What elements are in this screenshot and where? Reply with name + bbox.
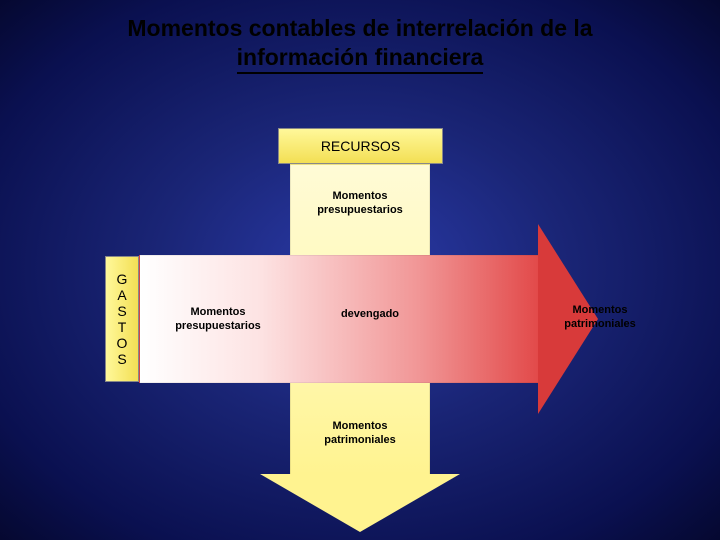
label-horizontal-right: Momentos patrimoniales: [550, 304, 650, 332]
gastos-letter: O: [117, 335, 128, 351]
label-center: devengado: [330, 308, 410, 322]
recursos-label: RECURSOS: [321, 138, 400, 154]
label-horizontal-right-2: patrimoniales: [564, 318, 636, 330]
gastos-letter: S: [117, 351, 126, 367]
diagram: RECURSOS G A S T O S Momentos presupuest…: [0, 0, 720, 540]
label-vertical-top: Momentos presupuestarios: [300, 190, 420, 218]
gastos-letter: A: [117, 287, 126, 303]
gastos-letter: S: [117, 303, 126, 319]
label-horizontal-right-1: Momentos: [573, 304, 628, 316]
down-arrow-head: [260, 474, 460, 532]
recursos-box: RECURSOS: [278, 128, 443, 164]
label-vertical-bottom: Momentos patrimoniales: [310, 420, 410, 448]
gastos-letter: T: [118, 319, 127, 335]
gastos-box: G A S T O S: [105, 256, 139, 382]
label-vertical-bottom-2: patrimoniales: [324, 434, 396, 446]
gastos-letter: G: [117, 271, 128, 287]
label-vertical-bottom-1: Momentos: [333, 420, 388, 432]
label-horizontal-left: Momentos presupuestarios: [158, 306, 278, 334]
